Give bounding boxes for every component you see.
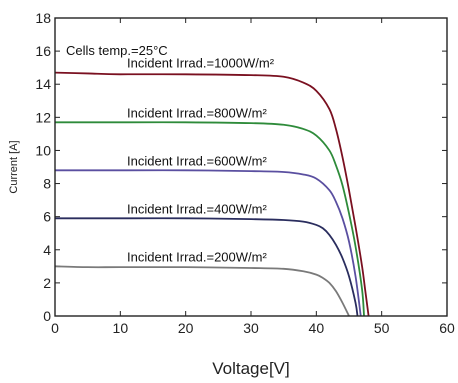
x-tick-label: 50 bbox=[374, 320, 390, 336]
series-line-3 bbox=[55, 217, 359, 317]
y-tick-label: 14 bbox=[35, 76, 51, 92]
x-axis-title: Voltage[V] bbox=[212, 359, 290, 378]
series-label-2: Incident Irrad.=600W/m² bbox=[127, 153, 267, 168]
series-line-1 bbox=[55, 121, 365, 317]
y-tick-label: 2 bbox=[43, 275, 51, 291]
y-tick-label: 16 bbox=[35, 43, 51, 59]
x-tick-label: 60 bbox=[439, 320, 455, 336]
y-tick-label: 4 bbox=[43, 242, 51, 258]
series-line-2 bbox=[54, 169, 362, 317]
series-label-4: Incident Irrad.=200W/m² bbox=[127, 249, 267, 264]
x-tick-label: 30 bbox=[243, 320, 259, 336]
series-line-0 bbox=[54, 71, 370, 317]
y-tick-label: 18 bbox=[35, 10, 51, 26]
y-tick-label: 12 bbox=[35, 109, 51, 125]
series-labels-layer: Incident Irrad.=1000W/m² Incident Irrad.=… bbox=[127, 56, 275, 265]
y-tick-label: 8 bbox=[43, 176, 51, 192]
ticks-layer: 0 10 20 30 40 50 60 0 2 4 6 8 10 12 14 16 18 bbox=[35, 10, 455, 336]
y-tick-label: 10 bbox=[35, 142, 51, 158]
y-axis-title: Current [A] bbox=[8, 140, 20, 193]
x-tick-label: 0 bbox=[51, 320, 59, 336]
y-tick-label: 0 bbox=[43, 308, 51, 324]
x-tick-label: 10 bbox=[113, 320, 129, 336]
curves-layer bbox=[54, 71, 370, 317]
x-tick-label: 20 bbox=[178, 320, 194, 336]
series-line-4 bbox=[54, 265, 350, 317]
x-tick-label: 40 bbox=[309, 320, 325, 336]
series-label-0: Incident Irrad.=1000W/m² bbox=[127, 56, 275, 71]
series-label-1: Incident Irrad.=800W/m² bbox=[127, 105, 267, 120]
plot-frame bbox=[54, 17, 448, 317]
annotation-cells-temp: Cells temp.=25°C bbox=[66, 43, 168, 58]
y-tick-label: 6 bbox=[43, 209, 51, 225]
series-label-3: Incident Irrad.=400W/m² bbox=[127, 201, 267, 216]
